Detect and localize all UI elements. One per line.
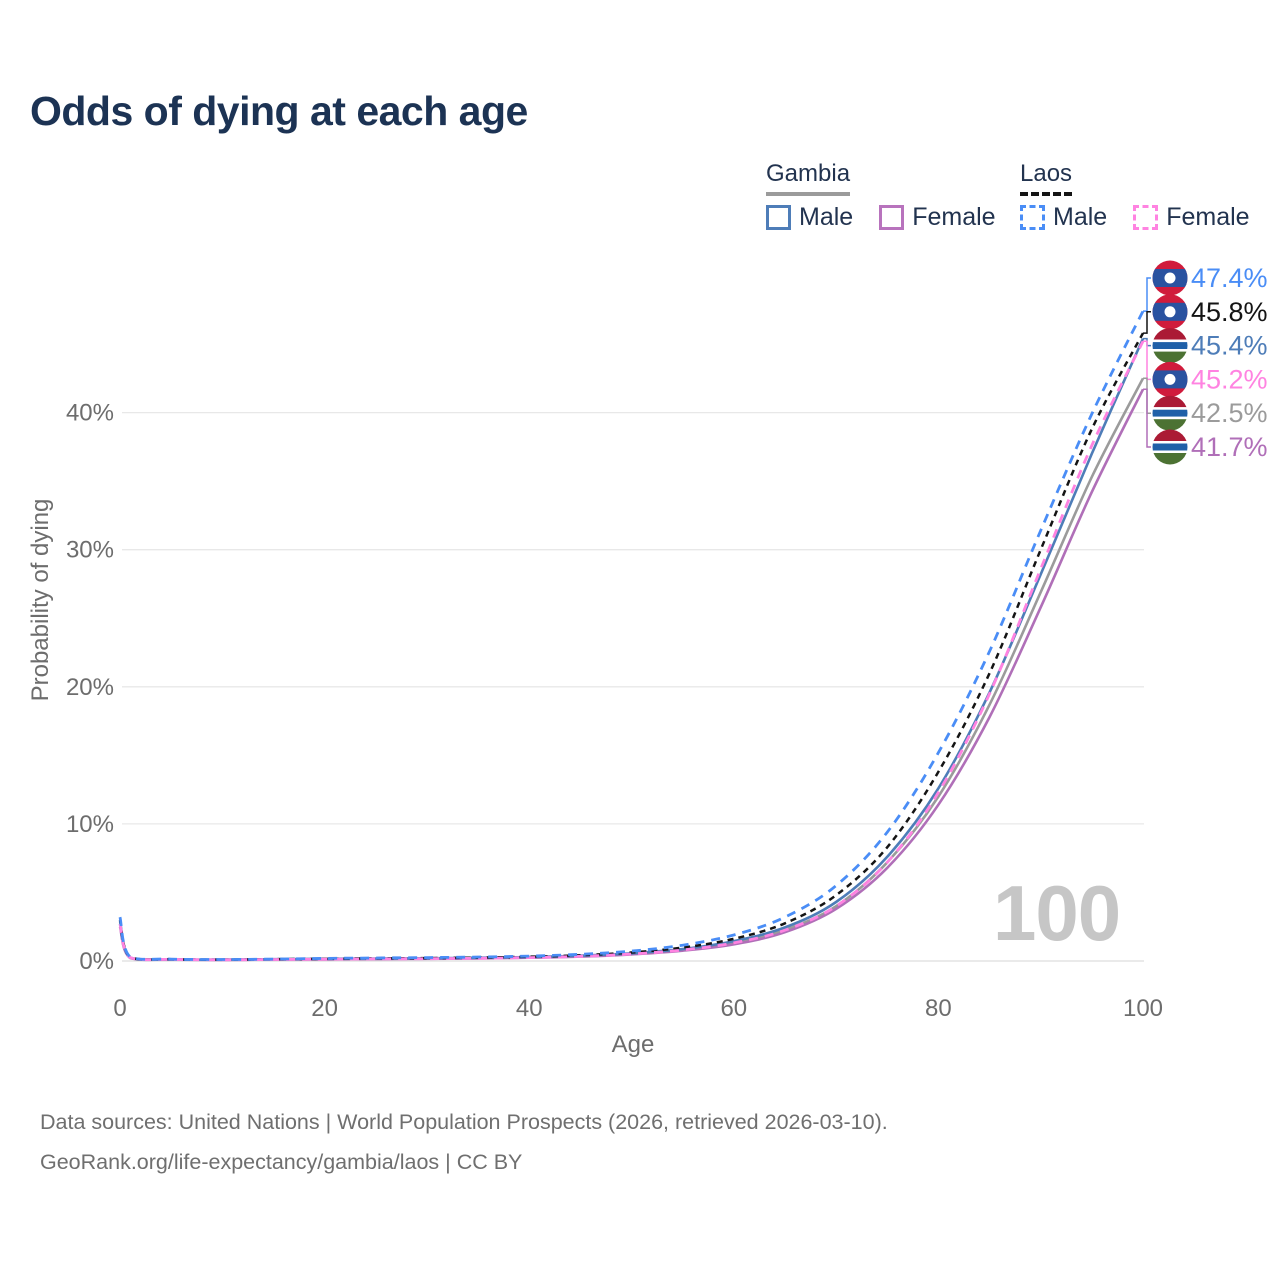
end-marker-laos-total: 45.8% xyxy=(1152,294,1268,330)
legend-item-laos-female[interactable]: Female xyxy=(1133,203,1250,232)
x-tick-20: 20 xyxy=(311,995,338,1022)
curve-laos-male xyxy=(118,310,1145,961)
x-axis-label: Age xyxy=(612,1031,655,1058)
page-title: Odds of dying at each age xyxy=(30,88,528,134)
legend-group-gambia: Gambia Male Female xyxy=(766,160,996,232)
end-label-laos-total: 45.8% xyxy=(1191,297,1268,327)
end-label-laos-male: 47.4% xyxy=(1191,263,1268,293)
curve-laos-total xyxy=(118,332,1145,961)
footer-attribution-link: GeoRank.org/life-expectancy/gambia/laos … xyxy=(40,1150,523,1174)
leader-laos-total xyxy=(1143,311,1151,334)
footer-data-sources: Data sources: United Nations | World Pop… xyxy=(40,1110,888,1134)
x-tick-0: 0 xyxy=(113,995,126,1022)
legend-items-laos: Male Female xyxy=(1020,203,1250,232)
legend-label-laos-male: Male xyxy=(1053,203,1108,231)
legend-item-gambia-female[interactable]: Female xyxy=(879,203,996,232)
end-label-gambia-female: 41.7% xyxy=(1191,432,1268,462)
curve-gambia-total xyxy=(118,377,1145,962)
end-marker-laos-male: 47.4% xyxy=(1152,260,1268,296)
leader-gambia-female xyxy=(1143,388,1151,448)
legend-country-gambia[interactable]: Gambia xyxy=(766,160,851,196)
laos-flag-icon xyxy=(1152,294,1188,330)
legend-group-laos: Laos Male Female xyxy=(1020,160,1250,232)
gambia-flag-icon xyxy=(1152,328,1188,364)
y-tick-10: 10% xyxy=(66,811,114,838)
gambia-flag-icon xyxy=(1152,395,1188,431)
leader-laos-female xyxy=(1143,340,1151,381)
x-tick-100: 100 xyxy=(1123,995,1163,1022)
y-tick-30: 30% xyxy=(66,537,114,564)
y-axis-label: Probability of dying xyxy=(27,499,54,702)
end-marker-gambia-total: 42.5% xyxy=(1152,395,1268,431)
legend-items-gambia: Male Female xyxy=(766,203,996,232)
age-counter-watermark: 100 xyxy=(993,869,1121,957)
legend-item-gambia-male[interactable]: Male xyxy=(766,203,853,232)
legend-country-laos[interactable]: Laos xyxy=(1020,160,1073,196)
x-tick-80: 80 xyxy=(925,995,952,1022)
legend-label-gambia-male: Male xyxy=(799,203,854,231)
footer: Data sources: United Nations | World Pop… xyxy=(40,1102,1240,1182)
end-marker-gambia-male: 45.4% xyxy=(1152,328,1268,364)
laos-flag-icon xyxy=(1152,260,1188,296)
legend-label-laos-female: Female xyxy=(1166,203,1250,231)
gambia-male-swatch-icon[interactable] xyxy=(766,205,791,230)
laos-female-swatch-icon[interactable] xyxy=(1133,205,1159,230)
leader-laos-male xyxy=(1143,277,1151,312)
gambia-flag-icon xyxy=(1152,429,1188,465)
end-label-gambia-male: 45.4% xyxy=(1191,331,1268,361)
x-tick-40: 40 xyxy=(516,995,543,1022)
end-label-laos-female: 45.2% xyxy=(1191,364,1268,394)
laos-flag-icon xyxy=(1152,361,1188,397)
end-marker-laos-female: 45.2% xyxy=(1152,361,1268,397)
y-tick-0: 0% xyxy=(79,948,114,975)
laos-male-swatch-icon[interactable] xyxy=(1020,205,1045,230)
gambia-female-swatch-icon[interactable] xyxy=(879,205,905,230)
end-marker-gambia-female: 41.7% xyxy=(1152,429,1268,465)
legend-label-gambia-female: Female xyxy=(912,203,996,231)
legend-item-laos-male[interactable]: Male xyxy=(1020,203,1107,232)
y-tick-40: 40% xyxy=(66,400,114,427)
y-tick-20: 20% xyxy=(66,674,114,701)
end-label-gambia-total: 42.5% xyxy=(1191,398,1268,428)
x-tick-60: 60 xyxy=(720,995,747,1022)
